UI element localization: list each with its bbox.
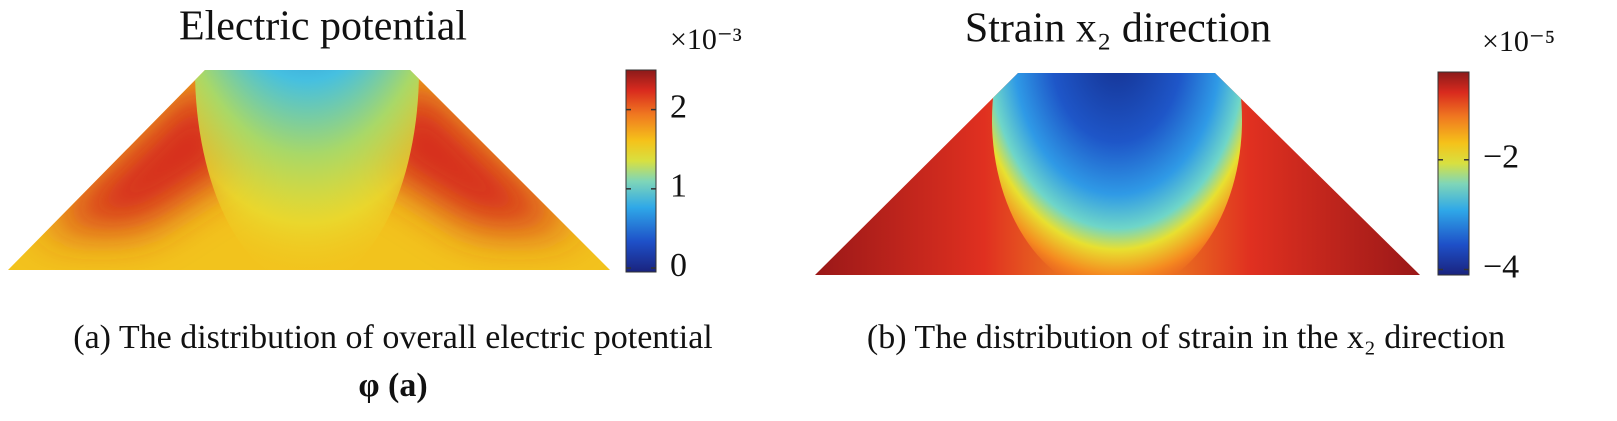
colorbar-tick-label: 1 [670, 168, 687, 205]
colorbar [626, 70, 656, 272]
colorbar-tick-label: −4 [1483, 248, 1519, 285]
colorbar-tick-label: 2 [670, 88, 687, 125]
colorbar-multiplier: ×10⁻³ [670, 23, 742, 56]
colorbar-tick-label: 0 [670, 247, 687, 284]
panel-title: Strain x₂ direction [965, 6, 1271, 52]
colorbar-tick-label: −2 [1483, 139, 1519, 176]
colorbar-frame [1437, 71, 1470, 276]
colorbar [1438, 72, 1469, 275]
colorbar-frame [625, 69, 657, 273]
panel-title: Electric potential [179, 4, 467, 50]
colorbar-multiplier: ×10⁻⁵ [1482, 25, 1555, 58]
caption: (b) The distribution of strain in the x₂… [867, 319, 1505, 356]
caption: φ (a) [358, 367, 427, 404]
caption: (a) The distribution of overall electric… [73, 319, 712, 356]
